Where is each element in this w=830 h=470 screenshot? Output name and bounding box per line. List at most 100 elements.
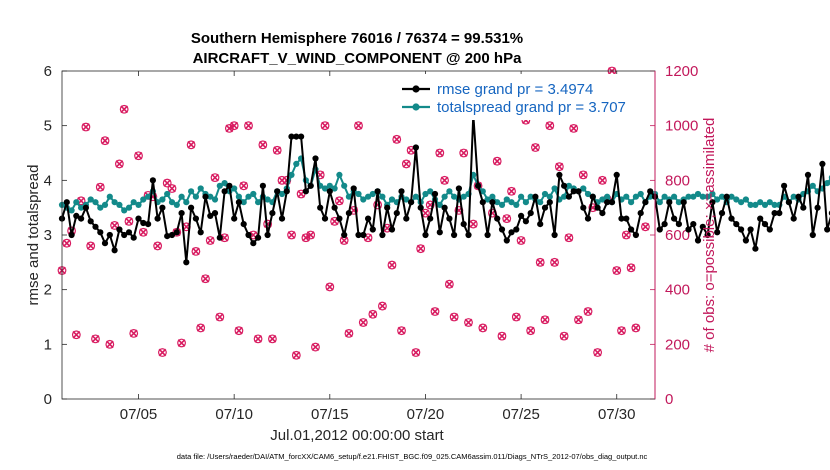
obs-possible-marker: [86, 241, 96, 251]
rmse-point: [757, 215, 764, 222]
obs-possible-marker: [186, 140, 196, 150]
totalspread-point: [494, 199, 501, 206]
obs-assimilated-marker: [478, 324, 487, 332]
rmse-point: [216, 234, 223, 241]
rmse-point: [570, 188, 577, 195]
rmse-point: [594, 204, 601, 211]
totalspread-point: [250, 190, 257, 198]
obs-possible-marker: [502, 214, 512, 224]
obs-assimilated-marker: [368, 310, 377, 319]
right-tick-label: 600: [665, 227, 690, 244]
totalspread-point: [771, 201, 778, 208]
rmse-point: [661, 221, 668, 228]
rmse-point: [92, 223, 99, 230]
obs-assimilated-marker: [139, 228, 148, 237]
totalspread-point: [101, 201, 109, 208]
totalspread-point: [436, 201, 443, 208]
obs-assimilated-marker: [340, 236, 349, 245]
obs-assimilated-marker: [531, 143, 540, 152]
obs-possible-marker: [129, 329, 139, 338]
obs-assimilated-marker: [440, 176, 449, 185]
rmse-point: [479, 199, 486, 206]
rmse-point: [546, 199, 553, 206]
rmse-point: [317, 204, 324, 211]
rmse-point: [460, 221, 467, 228]
obs-possible-marker: [95, 182, 105, 192]
right-tick-label: 1200: [665, 63, 698, 80]
rmse-point: [73, 212, 80, 219]
obs-assimilated-marker: [493, 157, 502, 166]
rmse-point: [556, 171, 563, 178]
totalspread-point: [278, 190, 286, 198]
rmse-point: [374, 188, 381, 195]
totalspread-point: [211, 196, 219, 203]
rmse-point: [408, 199, 415, 206]
rmse-point: [355, 231, 362, 239]
totalspread-point: [623, 193, 630, 200]
totalspread-point: [809, 182, 816, 189]
totalspread-point: [92, 199, 99, 206]
obs-possible-marker: [545, 121, 555, 131]
obs-assimilated-marker: [584, 307, 592, 316]
totalspread-point: [508, 199, 515, 206]
totalspread-point: [714, 196, 721, 203]
obs-possible-marker: [134, 151, 143, 161]
rmse-point: [451, 231, 458, 239]
obs-possible-marker: [105, 339, 115, 349]
x-tick-label: 07/05: [120, 406, 158, 423]
left-tick-label: 2: [44, 282, 52, 299]
rmse-point: [398, 188, 405, 195]
right-axis-label: # of obs: o=possible; ×=assimilated: [701, 118, 718, 353]
rmse-point: [403, 215, 410, 222]
rmse-point: [240, 221, 247, 228]
obs-possible-marker: [397, 326, 406, 336]
obs-possible-marker: [191, 246, 201, 256]
obs-assimilated-marker: [402, 160, 411, 168]
rmse-point: [302, 188, 309, 195]
rmse-point: [388, 226, 396, 233]
obs-possible-marker: [153, 241, 163, 251]
obs-possible-marker: [119, 104, 129, 114]
rmse-point: [283, 188, 290, 195]
x-tick-label: 07/10: [215, 406, 253, 423]
totalspread-point: [690, 193, 697, 200]
rmse-point: [781, 182, 788, 189]
rmse-point: [761, 221, 769, 228]
obs-possible-marker: [535, 257, 545, 267]
rmse-point: [63, 199, 70, 206]
rmse-point: [154, 215, 161, 222]
totalspread-point: [321, 185, 329, 192]
obs-assimilated-marker: [388, 261, 396, 269]
rmse-point: [742, 237, 750, 244]
rmse-point: [465, 231, 472, 239]
totalspread-point: [513, 201, 520, 208]
totalspread-point: [264, 196, 271, 203]
rmse-point: [264, 231, 271, 239]
obs-possible-marker: [167, 184, 177, 193]
rmse-point: [613, 171, 620, 178]
rmse-point: [733, 221, 740, 228]
obs-possible-marker: [401, 159, 411, 169]
rmse-point: [642, 199, 649, 206]
chart-title-line2: AIRCRAFT_V_WIND_COMPONENT @ 200 hPa: [193, 50, 523, 67]
obs-assimilated-marker: [579, 171, 588, 179]
obs-possible-marker: [253, 334, 263, 344]
obs-possible-marker: [291, 350, 301, 360]
obs-possible-marker: [583, 307, 593, 316]
totalspread-point: [116, 201, 123, 208]
rmse-point: [718, 210, 726, 217]
rmse-point: [785, 199, 793, 206]
rmse-point: [666, 199, 673, 206]
rmse-point: [489, 199, 496, 206]
obs-possible-marker: [459, 148, 469, 158]
rmse-point: [259, 182, 266, 189]
totalspread-point: [235, 193, 242, 200]
totalspread-point: [460, 193, 467, 200]
rmse-point: [824, 226, 830, 233]
totalspread-point: [599, 196, 606, 203]
obs-assimilated-marker: [258, 140, 267, 149]
rmse-point: [350, 185, 357, 192]
obs-possible-marker: [301, 233, 311, 243]
obs-assimilated-marker: [641, 222, 650, 231]
totalspread-point: [183, 199, 190, 206]
